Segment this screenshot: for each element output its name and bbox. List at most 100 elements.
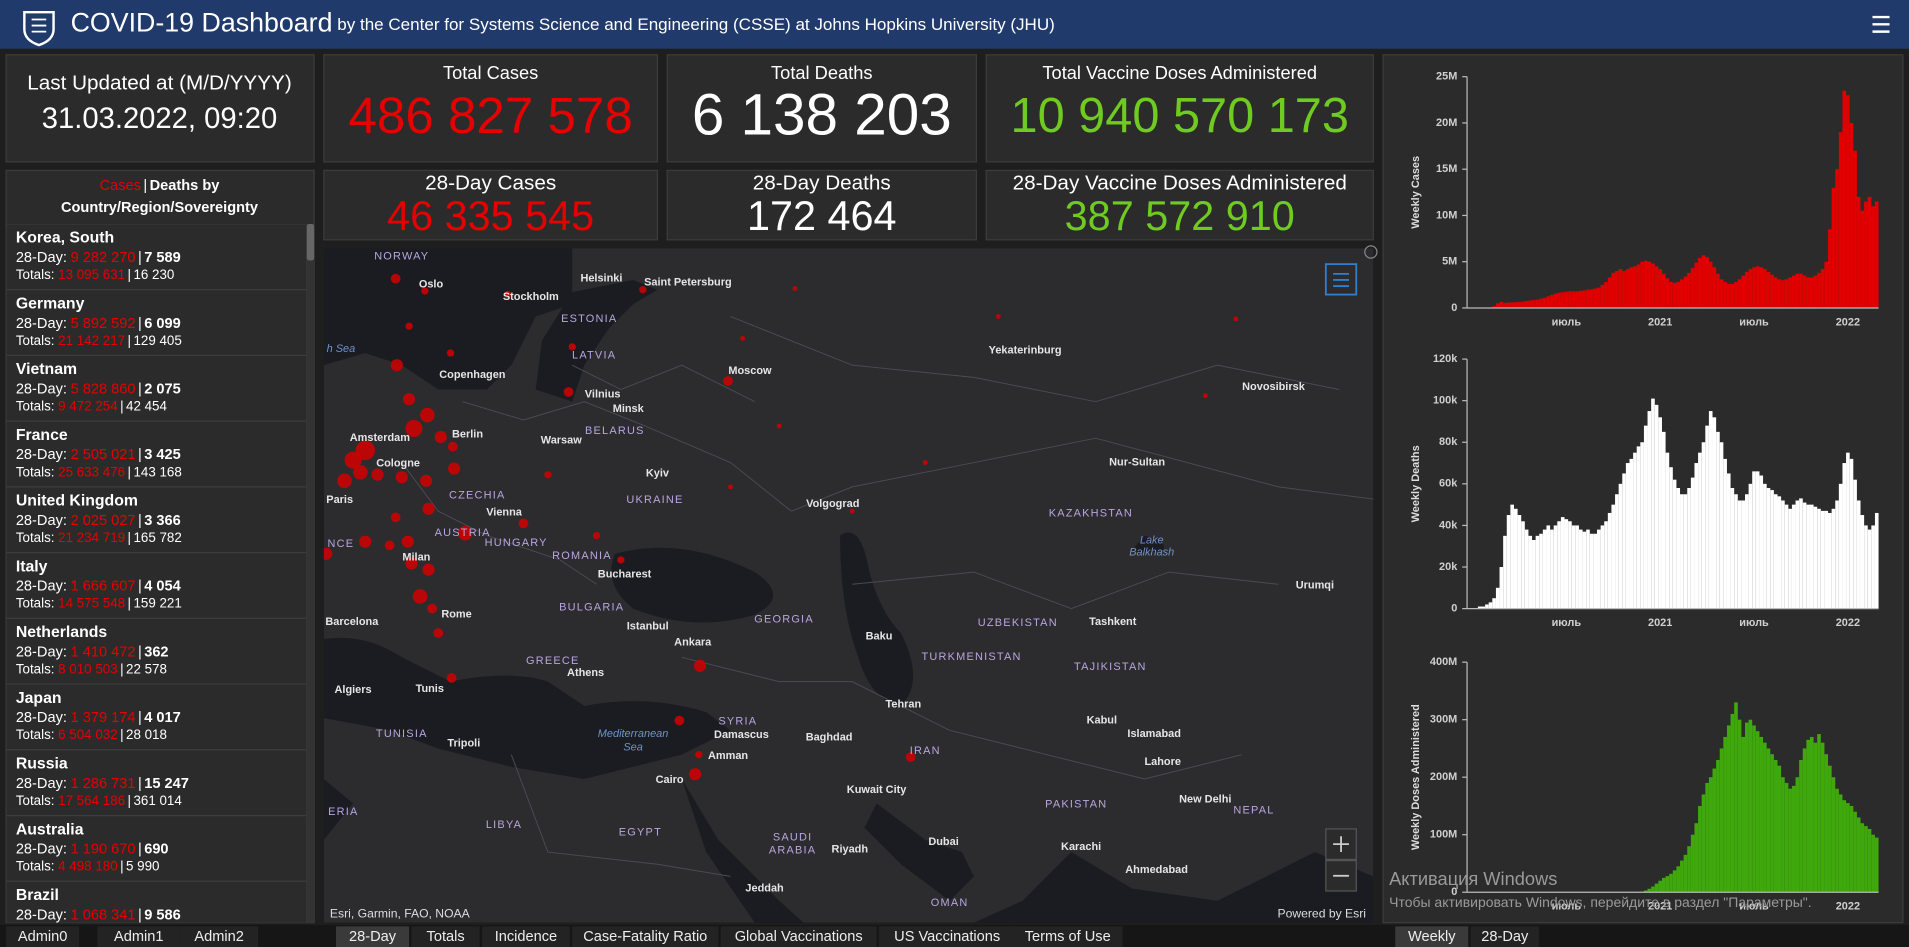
bar <box>1600 284 1605 308</box>
case-dot[interactable] <box>544 471 552 479</box>
case-dot[interactable] <box>405 557 418 570</box>
case-dot[interactable] <box>384 540 395 551</box>
case-dot[interactable] <box>689 768 702 781</box>
tab[interactable] <box>1012 926 1123 947</box>
case-dot[interactable] <box>695 751 703 759</box>
menu-button[interactable] <box>1872 15 1890 33</box>
case-dot[interactable] <box>390 512 401 523</box>
tab-label[interactable]: Admin2 <box>194 929 243 945</box>
country-row[interactable] <box>6 617 308 685</box>
panel <box>666 169 978 241</box>
case-dot[interactable] <box>723 376 733 386</box>
case-dot[interactable] <box>504 290 512 299</box>
case-dot[interactable] <box>922 460 928 465</box>
case-dot[interactable] <box>1202 393 1208 399</box>
case-dot[interactable] <box>427 603 438 614</box>
country-row[interactable] <box>6 223 308 291</box>
case-dot[interactable] <box>390 359 403 372</box>
scrollbar-thumb[interactable] <box>306 223 315 261</box>
tab[interactable] <box>720 926 877 947</box>
tab[interactable] <box>879 926 1016 947</box>
case-dot[interactable] <box>433 628 444 638</box>
country-row[interactable] <box>6 749 308 817</box>
case-dot[interactable] <box>905 752 916 762</box>
case-dot[interactable] <box>776 423 782 429</box>
case-dot[interactable] <box>448 462 461 475</box>
zoom-out[interactable] <box>1325 859 1357 892</box>
case-dot[interactable] <box>405 322 413 330</box>
case-dot[interactable] <box>674 715 685 726</box>
bar <box>1582 531 1587 609</box>
case-dot[interactable] <box>639 286 647 294</box>
case-dot[interactable] <box>457 525 473 541</box>
country-row[interactable] <box>6 289 308 357</box>
tab-label[interactable]: Incidence <box>495 929 557 945</box>
case-dot[interactable] <box>337 473 352 489</box>
tab-label[interactable]: Terms of Use <box>1025 929 1111 945</box>
legend-button[interactable] <box>1324 263 1358 296</box>
tab[interactable] <box>482 926 570 947</box>
expand-button[interactable] <box>1364 245 1378 259</box>
case-dot[interactable] <box>359 535 372 548</box>
case-dot[interactable] <box>568 343 576 351</box>
tab-label[interactable]: Admin0 <box>18 929 67 945</box>
country-row[interactable] <box>6 354 308 422</box>
case-dot[interactable] <box>740 335 746 341</box>
tab-label[interactable]: Totals <box>427 929 465 945</box>
tab-label[interactable]: 28-Day <box>1481 929 1529 945</box>
total-deaths: 16 230 <box>133 267 174 282</box>
case-dot[interactable] <box>792 286 798 291</box>
case-dot[interactable] <box>849 508 855 514</box>
case-dot[interactable] <box>995 314 1001 319</box>
tab-label[interactable]: US Vaccinations <box>894 929 1000 945</box>
case-dot[interactable] <box>446 673 457 683</box>
bar <box>1618 269 1623 308</box>
tab[interactable] <box>411 926 480 947</box>
case-dot[interactable] <box>617 556 625 564</box>
case-dot[interactable] <box>402 393 416 406</box>
tab[interactable] <box>572 926 719 947</box>
bar <box>1687 272 1691 308</box>
case-dot[interactable] <box>422 563 435 576</box>
case-dot[interactable] <box>592 531 601 540</box>
case-dot[interactable] <box>353 464 368 480</box>
tab[interactable] <box>180 926 259 947</box>
case-dot[interactable] <box>448 441 458 452</box>
case-dot[interactable] <box>412 589 428 604</box>
tab[interactable] <box>1470 926 1539 947</box>
case-dot[interactable] <box>320 547 333 560</box>
tab[interactable] <box>336 926 410 947</box>
case-dot[interactable] <box>421 287 429 295</box>
tab[interactable] <box>6 926 80 947</box>
case-dot[interactable] <box>420 474 433 487</box>
case-dot[interactable] <box>371 468 384 481</box>
tab-label[interactable]: Weekly <box>1408 929 1456 945</box>
case-dot[interactable] <box>344 451 362 469</box>
country-row[interactable] <box>6 880 308 947</box>
case-dot[interactable] <box>420 407 435 423</box>
case-dot[interactable] <box>422 502 435 515</box>
country-row[interactable] <box>6 486 308 554</box>
tab[interactable] <box>1395 926 1469 947</box>
country-row[interactable] <box>6 420 308 488</box>
country-row[interactable] <box>6 814 308 882</box>
case-dot[interactable] <box>1233 316 1239 322</box>
case-dot[interactable] <box>446 349 455 357</box>
case-dot[interactable] <box>434 430 447 444</box>
case-dot[interactable] <box>693 659 707 672</box>
case-dot[interactable] <box>395 471 408 484</box>
case-dot[interactable] <box>518 518 529 529</box>
tab-label[interactable]: Admin1 <box>114 929 163 945</box>
tab-label[interactable]: Global Vaccinations <box>735 929 863 945</box>
case-dot[interactable] <box>728 484 733 490</box>
case-dot[interactable] <box>355 440 375 461</box>
case-dot[interactable] <box>390 273 401 284</box>
tab-label[interactable]: 28-Day <box>349 929 397 945</box>
case-dot[interactable] <box>401 535 414 548</box>
case-dot[interactable] <box>405 419 423 437</box>
case-dot[interactable] <box>563 387 574 397</box>
country-row[interactable] <box>6 683 308 751</box>
tab[interactable] <box>97 926 181 947</box>
map[interactable]: NORWAY Oslo Helsinki Saint Petersburg Stockh… <box>320 248 1374 923</box>
tab-label[interactable]: Case-Fatality Ratio <box>583 929 707 945</box>
